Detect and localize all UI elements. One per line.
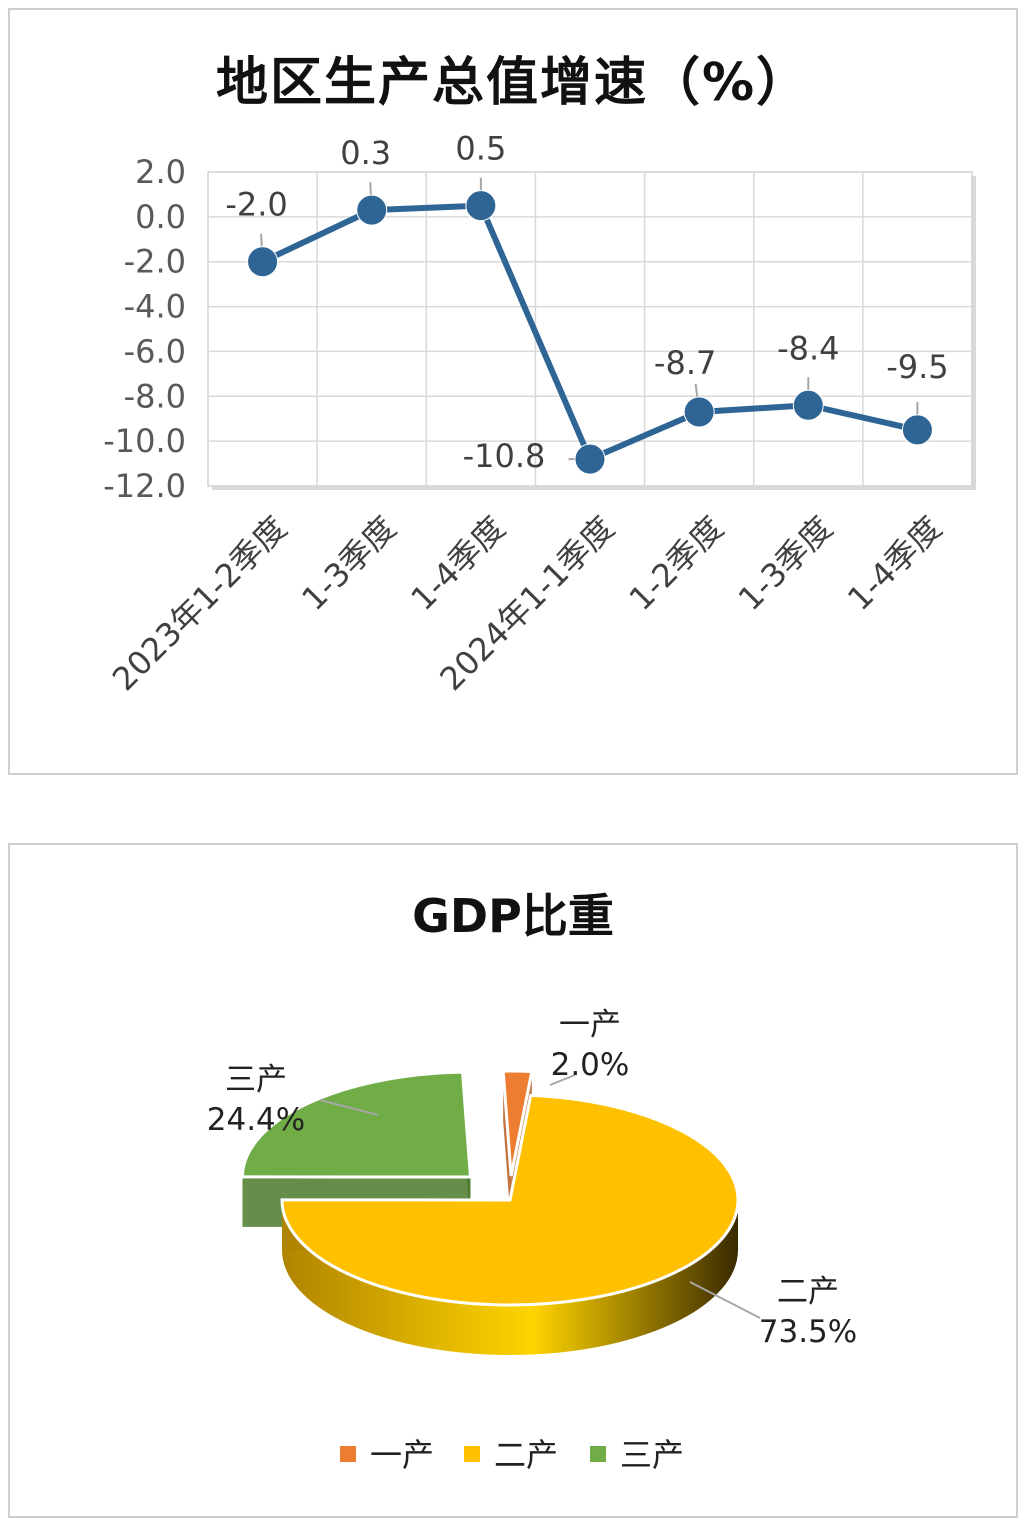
y-tick-label: 0.0 — [135, 198, 186, 236]
pie-slice-一产 — [501, 1069, 534, 1177]
y-tick-label: -10.0 — [103, 422, 186, 460]
pie-label-value: 24.4% — [207, 1102, 305, 1138]
y-tick-label: -6.0 — [124, 332, 186, 370]
data-label: -8.4 — [777, 329, 839, 367]
legend-swatch — [340, 1446, 356, 1462]
y-tick-label: -12.0 — [103, 467, 186, 505]
legend-swatch — [464, 1446, 480, 1462]
data-point — [574, 443, 606, 475]
y-tick-label: 2.0 — [135, 153, 186, 191]
line-chart: 2.0 0.0 -2.0 -4.0 -6.0 -8.0 -10.0 -12.0 -2.0 0.3 0… — [103, 130, 976, 698]
pie-slice-三产 — [240, 1070, 473, 1179]
legend-swatch — [590, 1446, 606, 1462]
y-tick-label: -8.0 — [124, 377, 186, 415]
pie-leader-line — [319, 1099, 379, 1116]
data-label: 0.5 — [455, 130, 506, 168]
y-tick-label: -2.0 — [124, 243, 186, 281]
data-point — [792, 389, 824, 421]
pie-slice-二产 — [280, 1093, 740, 1307]
legend-label: 三产 — [620, 1436, 684, 1474]
data-label: -9.5 — [886, 348, 948, 386]
data-point — [465, 190, 497, 222]
data-label: -2.0 — [225, 186, 287, 224]
data-label: -8.7 — [654, 344, 716, 382]
legend-label: 一产 — [370, 1436, 434, 1474]
data-point — [356, 194, 388, 226]
pie-label-value: 2.0% — [551, 1047, 630, 1083]
pie-side-1 — [282, 1200, 738, 1355]
y-tick-label: -4.0 — [124, 288, 186, 326]
pie-label-value: 73.5% — [759, 1314, 857, 1350]
data-point — [247, 246, 279, 278]
data-label: -10.8 — [463, 437, 546, 475]
pie-chart-title: GDP比重 — [412, 889, 614, 943]
pie-label-category: 一产 — [559, 1007, 621, 1043]
pie-leader-line — [549, 1074, 576, 1086]
data-label: 0.3 — [340, 134, 391, 172]
pie-label-category: 三产 — [225, 1062, 287, 1098]
pie-label-category: 二产 — [777, 1274, 839, 1310]
legend-label: 二产 — [494, 1436, 558, 1474]
pie-leader-line — [689, 1281, 761, 1319]
line-chart-title: 地区生产总值增速（%） — [215, 53, 811, 113]
data-point — [683, 396, 715, 428]
data-point — [901, 414, 933, 446]
